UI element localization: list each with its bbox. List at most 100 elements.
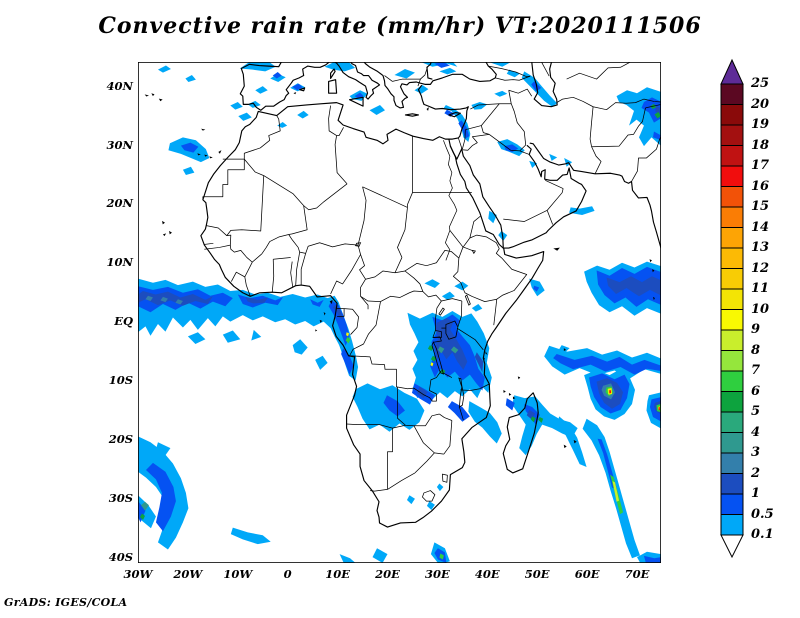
small-islands-shape bbox=[330, 300, 332, 303]
rain-area-0.1mm bbox=[488, 62, 512, 67]
nile-river bbox=[443, 140, 456, 260]
rain-area-0.1mm bbox=[230, 102, 243, 110]
colorbar-arrow-up-icon bbox=[720, 58, 744, 85]
rain-area-0.1mm bbox=[155, 442, 171, 456]
country-borders-shape bbox=[423, 292, 441, 301]
small-islands-shape bbox=[483, 357, 484, 359]
colorbar-arrow-down-icon bbox=[720, 534, 744, 559]
lon-tick-label: 30E bbox=[425, 567, 450, 581]
country-borders-shape bbox=[457, 328, 483, 350]
rain-area-0.1mm bbox=[569, 206, 595, 216]
axis-ticks bbox=[132, 87, 637, 569]
country-borders-shape bbox=[415, 453, 434, 473]
rivers bbox=[443, 140, 473, 260]
small-islands-shape bbox=[202, 129, 204, 130]
rain-area-0.5mm bbox=[383, 395, 405, 417]
country-borders-shape bbox=[497, 258, 527, 299]
country-borders-shape bbox=[304, 184, 347, 210]
rain-area-0.1mm bbox=[315, 355, 328, 370]
colorbar-boundary-label: 13 bbox=[751, 240, 770, 255]
rain-area-0.1mm bbox=[238, 112, 252, 121]
small-islands-shape bbox=[198, 154, 200, 155]
country-borders-shape bbox=[414, 414, 439, 426]
small-islands-shape bbox=[163, 234, 165, 236]
country-borders-shape bbox=[593, 99, 661, 110]
lat-tick-label: 40N bbox=[106, 78, 133, 93]
country-borders-shape bbox=[547, 189, 563, 211]
madagascar-coastline bbox=[503, 393, 538, 473]
country-borders-shape bbox=[462, 134, 489, 150]
country-borders-shape bbox=[470, 235, 499, 249]
country-borders-shape bbox=[363, 187, 408, 208]
rain-area-8mm bbox=[612, 481, 620, 502]
country-borders-shape bbox=[520, 151, 529, 155]
country-borders-shape bbox=[244, 159, 303, 206]
rain-area-2mm bbox=[160, 296, 168, 303]
rain-area-6mm bbox=[439, 553, 444, 560]
colorbar-boundary-label: 1 bbox=[751, 486, 761, 501]
rain-area-0.5mm bbox=[504, 144, 519, 153]
rain-area-0.1mm bbox=[297, 110, 309, 119]
colorbar-boundary-label: 5 bbox=[751, 404, 761, 419]
sardinia-coastline bbox=[329, 80, 337, 94]
colorbar-cell bbox=[720, 493, 744, 515]
country-borders-shape bbox=[434, 453, 443, 454]
lat-tick-label: 30S bbox=[108, 490, 133, 505]
country-borders-shape bbox=[361, 291, 423, 302]
colorbar-legend bbox=[718, 58, 800, 563]
colorbar-boundary-label: 19 bbox=[751, 117, 770, 132]
country-borders-shape bbox=[590, 107, 593, 147]
lesotho-border bbox=[422, 491, 434, 502]
rain-area-0.1mm bbox=[557, 416, 587, 468]
colorbar-cell bbox=[720, 104, 744, 126]
colorbar-boundary-label: 4 bbox=[751, 424, 761, 440]
lake-victoria bbox=[446, 321, 458, 339]
colorbar-cell bbox=[720, 370, 744, 392]
country-borders-shape bbox=[405, 250, 459, 271]
country-borders-shape bbox=[460, 384, 489, 390]
lat-tick-label: 20S bbox=[108, 431, 133, 446]
rain-area-0.1mm bbox=[426, 501, 435, 510]
country-borders-shape bbox=[453, 258, 464, 293]
rain-area-0.5mm bbox=[505, 398, 515, 411]
colorbar-cell bbox=[720, 83, 744, 105]
colorbar-boundary-label: 11 bbox=[751, 281, 770, 296]
blue-nile-river bbox=[450, 230, 473, 251]
small-islands-shape bbox=[205, 155, 207, 156]
rain-area-0.1mm bbox=[277, 122, 288, 128]
country-borders-shape bbox=[592, 147, 601, 174]
rain-area-2mm bbox=[175, 299, 183, 305]
colorbar-boundary-label: 18 bbox=[751, 137, 770, 153]
rain-area-0.1mm bbox=[292, 339, 308, 355]
iberia-france-coastline bbox=[240, 61, 330, 110]
rain-area-0.5mm bbox=[447, 401, 470, 422]
country-borders-shape bbox=[301, 253, 305, 285]
rain-area-0.1mm bbox=[506, 69, 520, 78]
rain-area-0.1mm bbox=[138, 495, 156, 529]
colorbar-boundary-label: 2 bbox=[751, 465, 761, 481]
rain-area-5mm bbox=[654, 112, 661, 119]
rain-area-0.1mm bbox=[251, 329, 262, 341]
country-borders-shape bbox=[397, 370, 441, 401]
country-borders-shape bbox=[509, 90, 511, 104]
geography-layer bbox=[145, 61, 661, 527]
country-borders-shape bbox=[306, 243, 358, 254]
country-borders-shape bbox=[509, 89, 532, 96]
italy-coastline bbox=[334, 61, 380, 99]
country-borders-shape bbox=[495, 76, 530, 80]
country-borders bbox=[203, 61, 662, 501]
country-borders-shape bbox=[545, 180, 563, 188]
lake-tana bbox=[472, 250, 475, 253]
sicily-coastline bbox=[350, 97, 363, 106]
rain-area-5mm bbox=[538, 416, 544, 423]
lon-tick-label: 60E bbox=[574, 567, 600, 581]
colorbar-boundary-label: 25 bbox=[751, 76, 770, 91]
mallorca-coastline bbox=[300, 88, 305, 91]
rain-area-0.1mm bbox=[468, 401, 502, 444]
country-borders-shape bbox=[481, 104, 499, 126]
country-borders-shape bbox=[370, 489, 387, 491]
country-borders-shape bbox=[395, 271, 423, 292]
country-borders-shape bbox=[203, 159, 244, 199]
country-borders-shape bbox=[231, 272, 250, 296]
country-borders-shape bbox=[541, 61, 549, 76]
